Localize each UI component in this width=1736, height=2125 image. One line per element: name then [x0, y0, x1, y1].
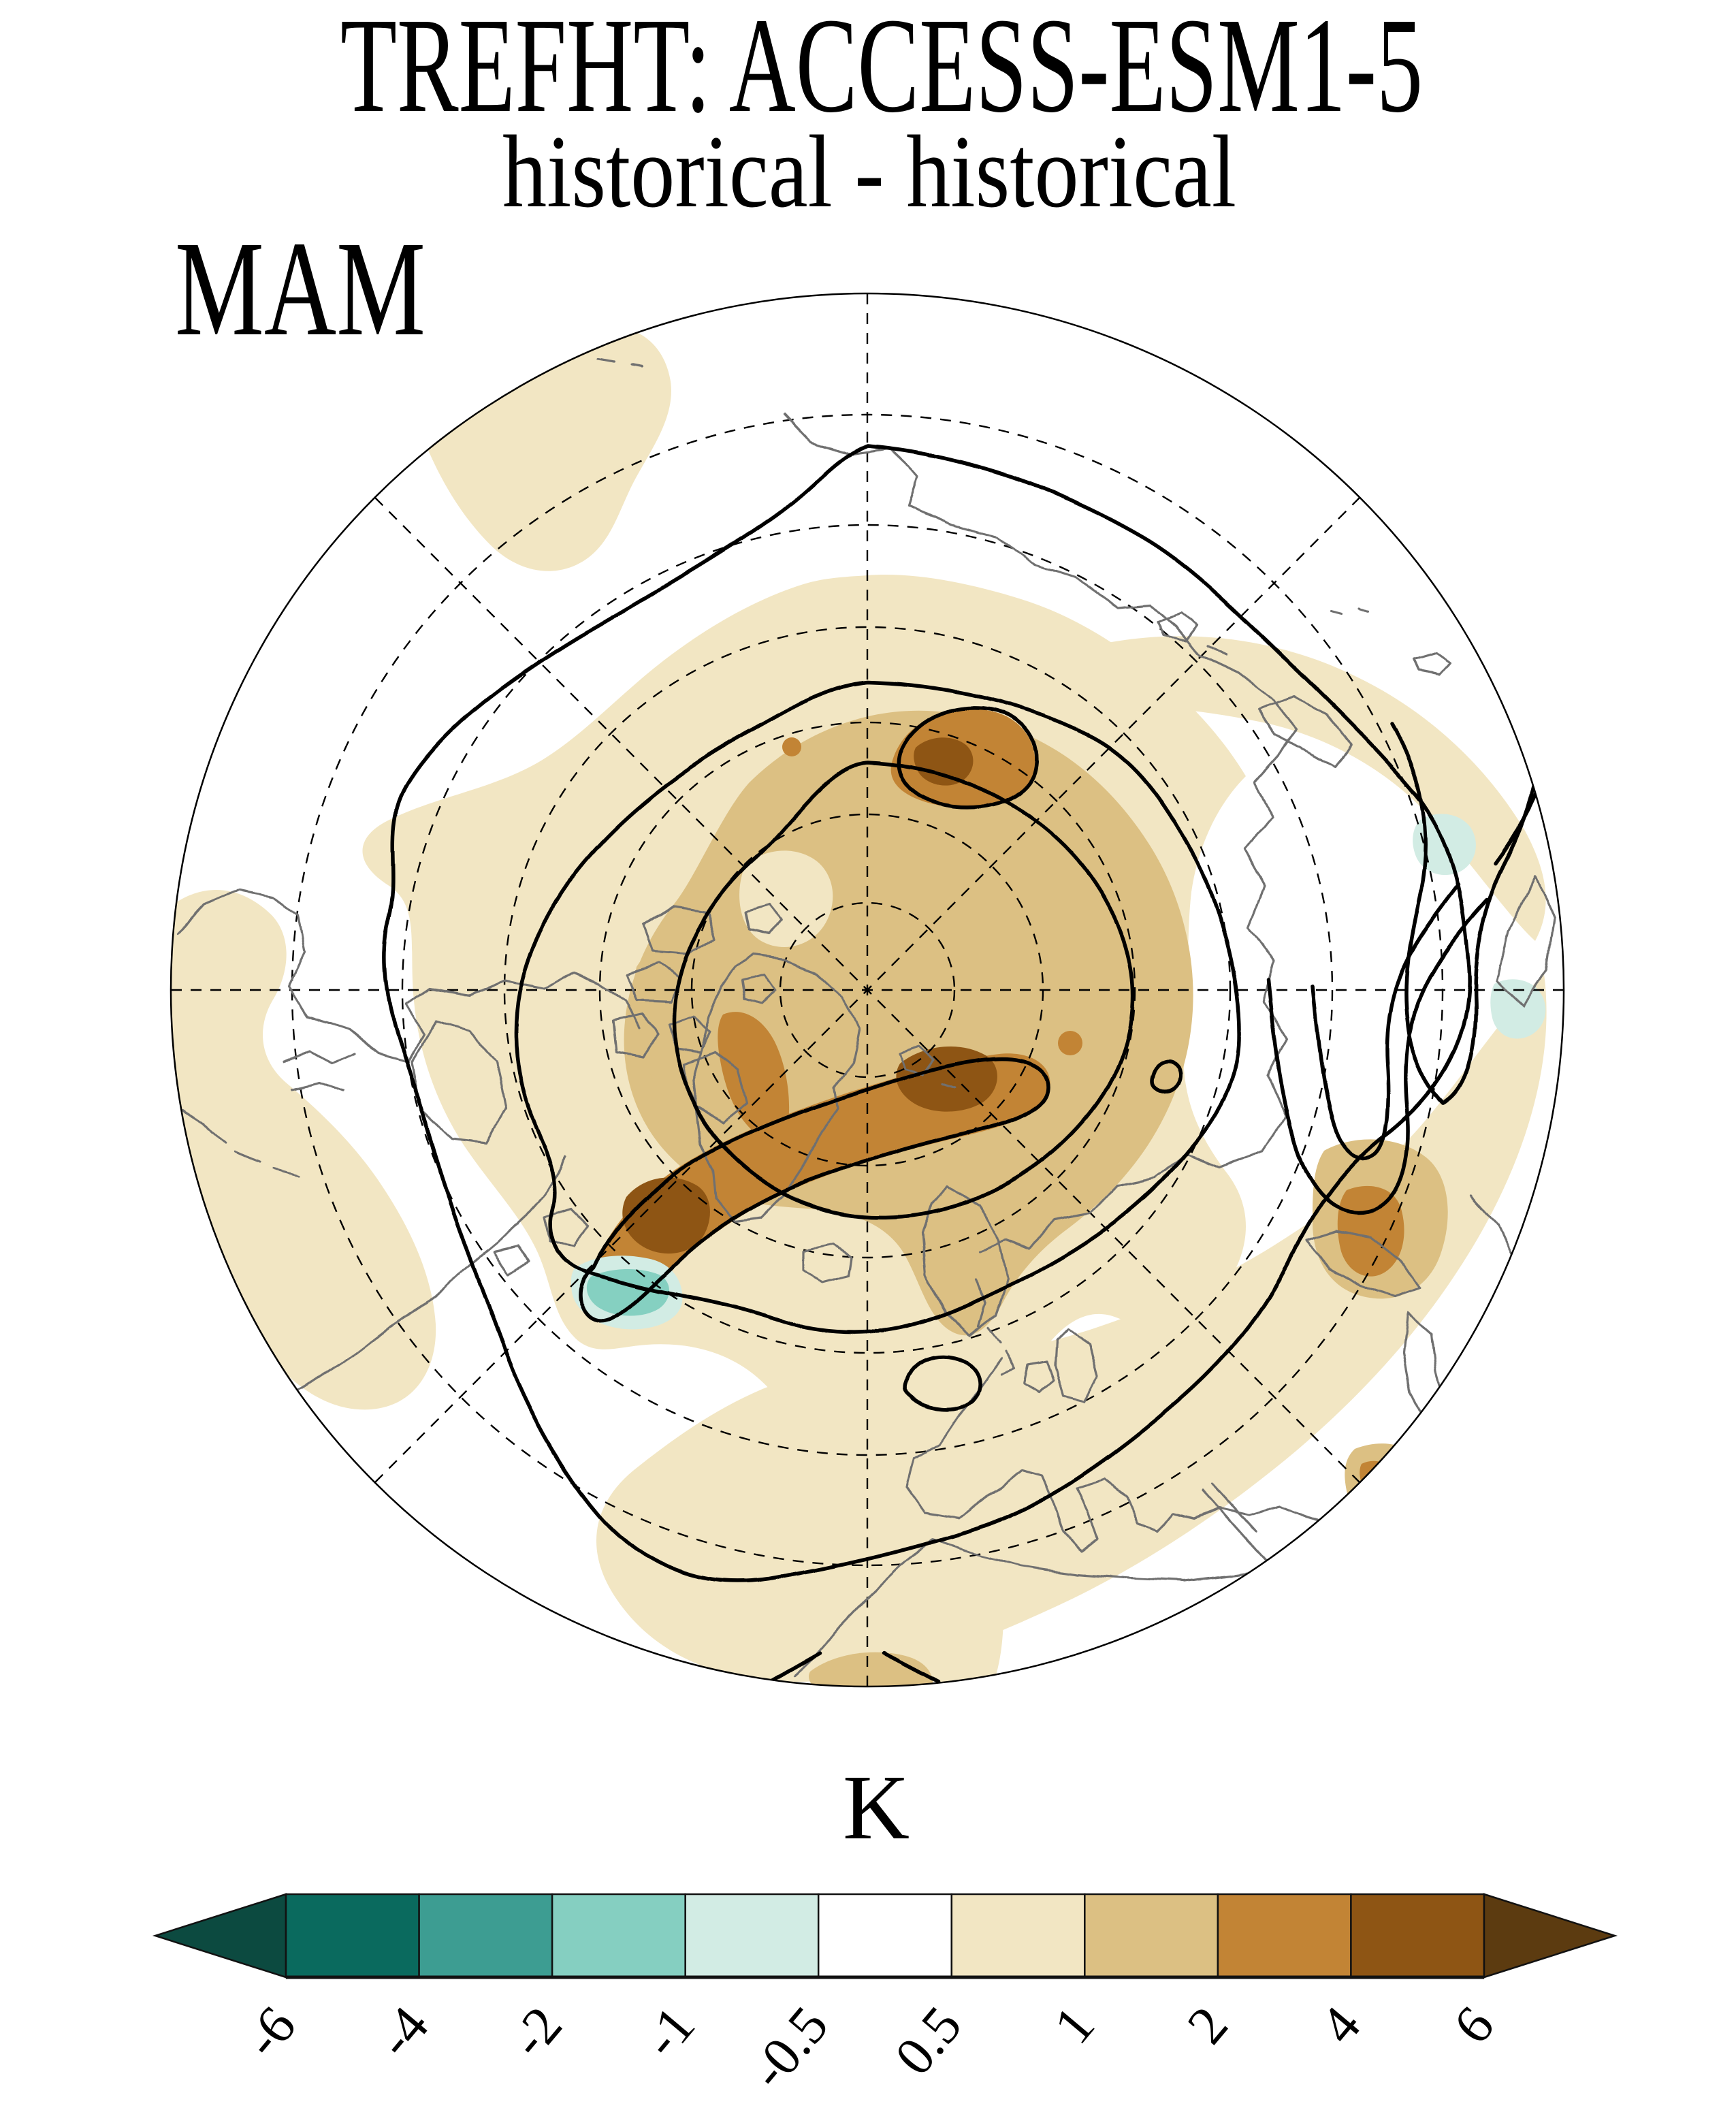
coastline-island-oval — [1411, 651, 1450, 675]
warm-fill-orange-dot — [1058, 1031, 1082, 1055]
colorbar-cell — [950, 1893, 1086, 1979]
coastline-arctic-island — [744, 904, 783, 936]
colorbar-tick-label: -1 — [632, 1996, 707, 2069]
colorbar-tick-labels: -6 -4 -2 -1 -0.5 0.5 1 2 4 6 — [233, 1996, 1506, 2100]
contour-bottom-chevrons — [766, 1651, 940, 1685]
colorbar-tick-label: -4 — [366, 1996, 440, 2069]
coastline-alaska — [177, 889, 641, 1064]
warm-fill-light-hole — [739, 850, 833, 947]
contour-east-hairpin-outer — [1390, 721, 1542, 1105]
colorbar-tick-label: -2 — [499, 1996, 574, 2069]
latitude-circle-60n — [598, 721, 1136, 1259]
warm-fill-darkbrown-laptev — [914, 737, 974, 786]
coastline-tiny-islands — [598, 358, 1370, 616]
colorbar-cell — [418, 1893, 553, 1979]
coastline-greenland — [692, 953, 861, 1224]
contour-banana — [577, 1057, 1051, 1324]
colorbar-cell — [1217, 1893, 1352, 1979]
colorbar-cell — [551, 1893, 686, 1979]
colorbar-unit-label: K — [843, 1757, 910, 1859]
coastline-eurasia-arctic — [783, 413, 1298, 1253]
coastline-scandinavia — [921, 1185, 1009, 1337]
contour-laptev-oval — [897, 706, 1039, 810]
colorbar-cell — [285, 1893, 420, 1979]
contour-east-hairpin-mid — [1266, 898, 1490, 1215]
coastline-arctic-island — [642, 904, 718, 956]
colorbar-cell — [817, 1893, 953, 1979]
colorbar-cell — [1084, 1893, 1219, 1979]
coastline-europe-med-north — [905, 1357, 1356, 1554]
contour-outer-loop — [383, 444, 1472, 1584]
meridian-line-diagonal — [374, 497, 1360, 1483]
coastline-nova-scotia — [493, 1245, 530, 1275]
colorbar-tick-label: 0.5 — [884, 1996, 974, 2086]
map-boundary-circle — [170, 292, 1565, 1688]
colorbar-tick-label: -6 — [233, 1996, 308, 2069]
contour-third-loop — [672, 761, 1135, 1219]
coastline-kamchatka — [1495, 874, 1555, 1008]
coastline-severnaya — [1156, 611, 1228, 656]
coastline-great-lakes — [285, 1051, 355, 1092]
colorbar-tick-label: 6 — [1443, 1996, 1506, 2055]
warm-fill-baffin-lobe — [634, 931, 753, 1128]
contour-tiny-loop — [1148, 1060, 1182, 1093]
coastline-novaya-zemlya — [1257, 694, 1353, 769]
colorbar-cell — [684, 1893, 820, 1979]
colorbar-under-arrow — [152, 1893, 287, 1979]
colorbar: K -6 -4 -2 -1 -0.5 0.5 1 2 4 6 — [152, 1757, 1618, 2100]
coastline-black-sea — [1304, 1230, 1421, 1298]
colorbar-tick-label: 4 — [1309, 1996, 1372, 2055]
colorbar-cell — [1350, 1893, 1485, 1979]
figure-subtitle: historical - historical — [502, 114, 1236, 229]
contour-second-loop — [514, 680, 1241, 1335]
colorbar-tick-label: -0.5 — [739, 1996, 840, 2100]
graticule-layer — [171, 293, 1564, 1687]
warm-fill-east-orange — [1337, 1185, 1404, 1277]
coastline-baltic — [974, 1279, 1017, 1376]
latitude-circle-80n — [779, 901, 956, 1079]
warm-fill-southeast-band — [596, 974, 1547, 1682]
season-label: MAM — [175, 214, 425, 364]
figure-title: TREFHT: ACCESS-ESM1-5 — [340, 0, 1423, 141]
coastline-newfoundland — [543, 1207, 590, 1247]
coastline-hudson-bay — [411, 1020, 507, 1144]
coastline-arctic-island — [741, 974, 776, 1006]
cool-fill-southeast — [1351, 1507, 1391, 1545]
coastline-arctic-island — [611, 1013, 660, 1058]
latitude-circle-40n — [401, 524, 1334, 1456]
contour-small-oval-atlantic — [903, 1355, 982, 1412]
colorbar-over-arrow — [1483, 1893, 1618, 1979]
coastline-iceland — [802, 1243, 854, 1283]
cool-fill-atlantic-core — [586, 1269, 669, 1316]
coastline-svalbard — [899, 1046, 957, 1088]
warm-fill-banana — [579, 1053, 1050, 1323]
contour-east-hairpin-inner — [1311, 883, 1460, 1161]
warm-fill-orange-dot — [782, 737, 801, 756]
warm-fill-east-orange-small — [1360, 1460, 1396, 1497]
coastline-ireland — [1024, 1360, 1055, 1396]
map-area — [171, 293, 1564, 1687]
latitude-circle-50n — [503, 626, 1232, 1354]
contour-layer — [383, 444, 1549, 1685]
coastline-britain — [1054, 1328, 1099, 1404]
coastline-aleutians — [181, 1108, 300, 1177]
colorbar-tick-label: 1 — [1043, 1996, 1106, 2055]
colorbar-tick-label: 2 — [1176, 1996, 1240, 2055]
